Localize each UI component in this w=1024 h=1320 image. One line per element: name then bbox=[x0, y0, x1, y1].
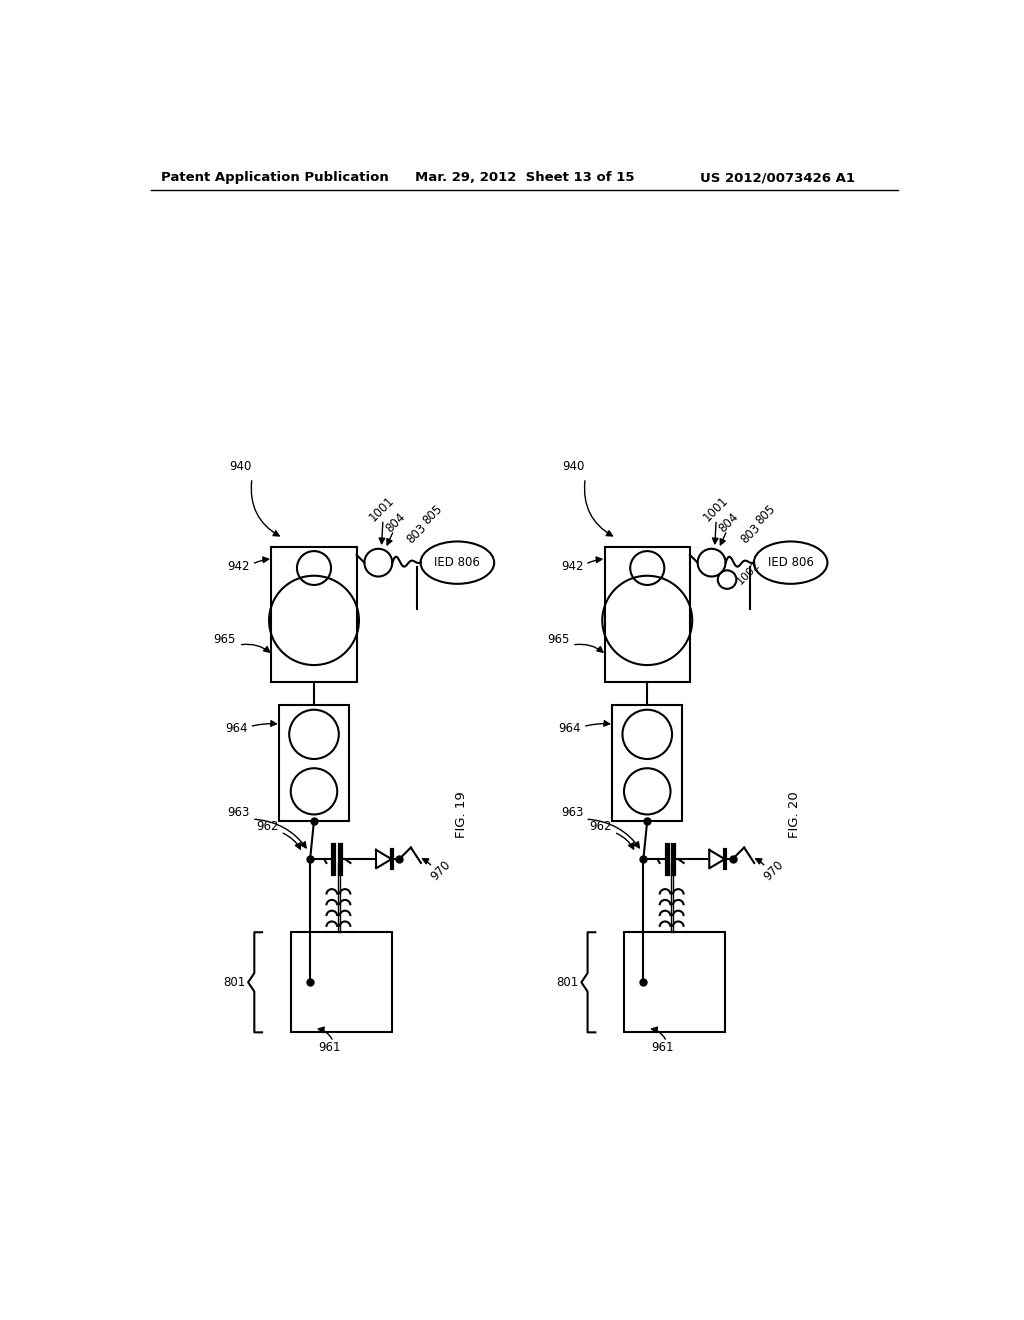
Text: IED 806: IED 806 bbox=[768, 556, 813, 569]
Bar bbox=[624, 932, 725, 1032]
Bar bbox=[612, 705, 682, 821]
Text: 963: 963 bbox=[227, 807, 250, 820]
Text: 803: 803 bbox=[738, 521, 763, 545]
Text: Patent Application Publication: Patent Application Publication bbox=[162, 172, 389, 185]
Text: 970: 970 bbox=[761, 858, 786, 883]
Bar bbox=[604, 548, 690, 682]
Text: US 2012/0073426 A1: US 2012/0073426 A1 bbox=[700, 172, 855, 185]
Text: 942: 942 bbox=[227, 560, 250, 573]
Text: 961: 961 bbox=[651, 1041, 674, 1055]
Text: IED 806: IED 806 bbox=[434, 556, 480, 569]
Text: Mar. 29, 2012  Sheet 13 of 15: Mar. 29, 2012 Sheet 13 of 15 bbox=[415, 172, 635, 185]
Text: 961: 961 bbox=[318, 1041, 341, 1055]
Text: 970: 970 bbox=[428, 858, 453, 883]
Text: 1001: 1001 bbox=[367, 494, 397, 524]
Text: 964: 964 bbox=[225, 722, 248, 735]
Text: 942: 942 bbox=[561, 560, 584, 573]
Text: 964: 964 bbox=[558, 722, 581, 735]
Bar bbox=[291, 932, 391, 1032]
Polygon shape bbox=[710, 850, 725, 869]
Text: 801: 801 bbox=[556, 975, 579, 989]
Text: 962: 962 bbox=[590, 820, 612, 833]
Text: 804: 804 bbox=[383, 510, 408, 535]
Text: 963: 963 bbox=[561, 807, 584, 820]
Bar bbox=[280, 705, 349, 821]
Text: 940: 940 bbox=[229, 459, 252, 473]
Text: 1002: 1002 bbox=[735, 560, 762, 587]
Text: 965: 965 bbox=[214, 634, 237, 647]
Text: 940: 940 bbox=[562, 459, 585, 473]
Text: 804: 804 bbox=[716, 510, 741, 535]
Text: 803: 803 bbox=[404, 521, 429, 545]
Text: 801: 801 bbox=[223, 975, 246, 989]
Polygon shape bbox=[376, 850, 391, 869]
Text: 962: 962 bbox=[256, 820, 279, 833]
Bar bbox=[271, 548, 356, 682]
Text: 1001: 1001 bbox=[700, 494, 730, 524]
Text: FIG. 20: FIG. 20 bbox=[788, 791, 801, 838]
Text: 805: 805 bbox=[420, 503, 445, 527]
Text: FIG. 19: FIG. 19 bbox=[455, 791, 468, 838]
Text: 965: 965 bbox=[547, 634, 569, 647]
Text: 805: 805 bbox=[754, 503, 778, 527]
